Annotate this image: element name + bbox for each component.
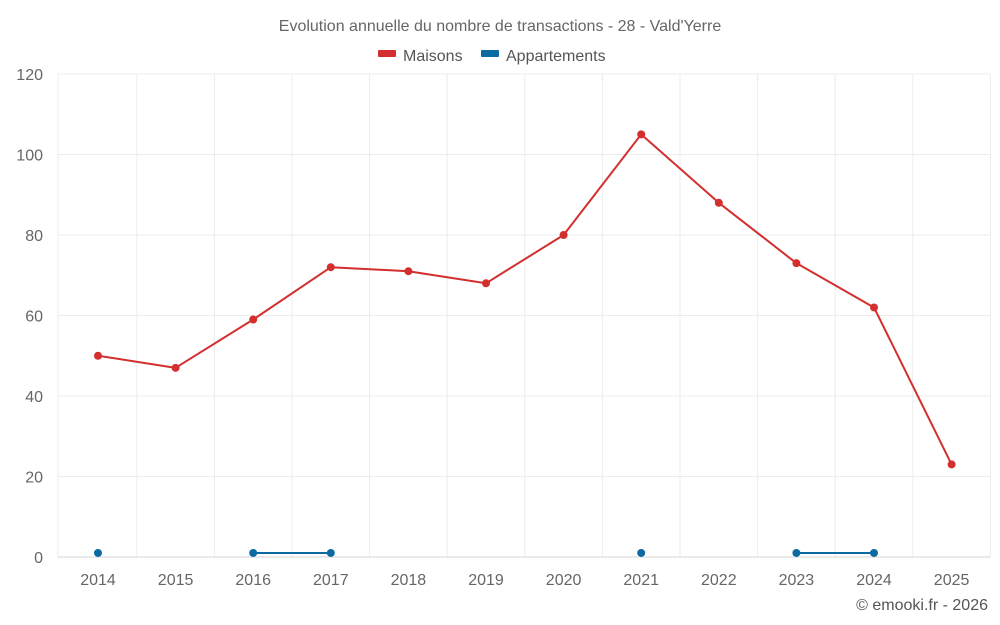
data-point-maisons-2024[interactable] bbox=[870, 303, 878, 312]
data-point-appartements-2016[interactable] bbox=[249, 548, 258, 557]
data-point-maisons-2016[interactable] bbox=[249, 315, 258, 324]
legend: Maisons Appartements bbox=[378, 48, 606, 65]
data-point-appartements-2021[interactable] bbox=[637, 548, 646, 557]
data-point-maisons-2014[interactable] bbox=[94, 351, 102, 360]
y-tick-label: 20 bbox=[25, 470, 43, 487]
data-point-maisons-2025[interactable] bbox=[947, 460, 956, 469]
data-point-appartements-2023[interactable] bbox=[792, 548, 801, 557]
series-line-maisons bbox=[97, 133, 953, 466]
axes: 0 20 40 60 80 100 120 2014 2015 2016 2017 2018 2019 2… bbox=[16, 67, 990, 589]
data-point-maisons-2022[interactable] bbox=[714, 198, 723, 207]
x-tick-label: 2016 bbox=[235, 572, 271, 589]
data-point-maisons-2018[interactable] bbox=[404, 267, 413, 276]
data-point-maisons-2020[interactable] bbox=[559, 231, 568, 239]
series bbox=[94, 130, 956, 557]
x-tick-label: 2022 bbox=[701, 572, 737, 589]
x-tick-label: 2024 bbox=[856, 572, 892, 589]
legend-item-maisons[interactable]: Maisons bbox=[378, 48, 463, 65]
data-point-appartements-2017[interactable] bbox=[326, 548, 335, 557]
y-tick-label: 60 bbox=[25, 309, 43, 326]
y-tick-label: 0 bbox=[34, 550, 43, 567]
legend-item-appartements[interactable]: Appartements bbox=[481, 48, 606, 65]
x-tick-label: 2015 bbox=[158, 572, 194, 589]
data-point-appartements-2024[interactable] bbox=[870, 548, 878, 557]
grid bbox=[57, 73, 991, 557]
data-point-appartements-2014[interactable] bbox=[94, 548, 102, 557]
series-maisons bbox=[94, 130, 956, 469]
x-tick-label: 2025 bbox=[934, 572, 970, 589]
credit-text: © emooki.fr - 2026 bbox=[856, 597, 988, 614]
chart-title: Evolution annuelle du nombre de transact… bbox=[279, 18, 722, 35]
x-tick-label: 2019 bbox=[468, 572, 504, 589]
x-tick-label: 2014 bbox=[80, 572, 116, 589]
y-tick-label: 100 bbox=[16, 148, 43, 165]
x-tick-label: 2018 bbox=[391, 572, 427, 589]
data-point-maisons-2023[interactable] bbox=[792, 259, 801, 268]
y-tick-label: 120 bbox=[16, 67, 43, 84]
x-tick-label: 2021 bbox=[623, 572, 659, 589]
legend-label-appartements: Appartements bbox=[506, 48, 606, 65]
series-appartements bbox=[94, 548, 878, 557]
x-tick-label: 2017 bbox=[313, 572, 349, 589]
y-tick-label: 40 bbox=[25, 389, 43, 406]
legend-swatch-maisons bbox=[378, 50, 396, 57]
legend-label-maisons: Maisons bbox=[403, 48, 463, 65]
y-tick-label: 80 bbox=[25, 228, 43, 245]
data-point-maisons-2019[interactable] bbox=[482, 279, 490, 288]
data-point-maisons-2017[interactable] bbox=[326, 263, 335, 272]
x-tick-label: 2023 bbox=[779, 572, 815, 589]
data-point-maisons-2015[interactable] bbox=[171, 363, 180, 372]
x-tick-label: 2020 bbox=[546, 572, 582, 589]
legend-swatch-appartements bbox=[481, 50, 499, 57]
data-point-maisons-2021[interactable] bbox=[637, 130, 646, 139]
